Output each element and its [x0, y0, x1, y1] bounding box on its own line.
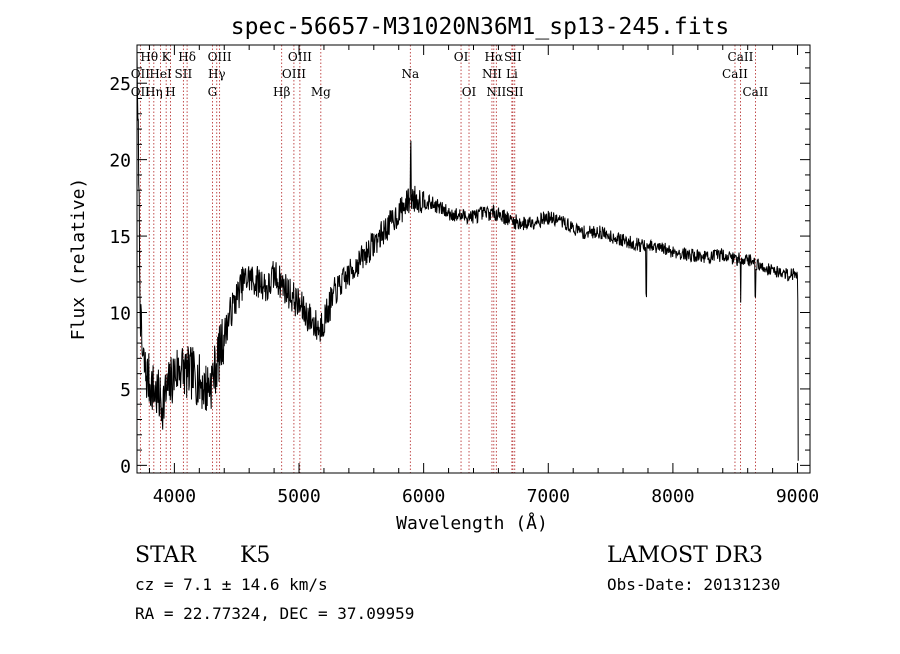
spectral-marker-label: NII [486, 85, 506, 99]
spectral-marker-label: Na [401, 67, 419, 81]
x-axis-ticks: 4000 5000 6000 7000 8000 9000 [148, 45, 819, 507]
spectral-marker-label: SII [504, 50, 522, 64]
coordinates: RA = 22.77324, DEC = 37.09959 [135, 604, 414, 623]
y-tick-label: 0 [120, 456, 131, 477]
spectral-marker-label: Hα [485, 50, 504, 64]
spectral-marker-label: Hδ [178, 50, 196, 64]
x-tick-label: 6000 [402, 486, 445, 507]
spectral-marker-label: OIII [282, 67, 306, 81]
spectral-marker-label: CaII [722, 67, 748, 81]
spectral-marker-label: G [208, 85, 218, 99]
spectral-marker-label: Hβ [273, 85, 290, 99]
spectral-marker-label: CaII [728, 50, 754, 64]
y-tick-label: 15 [109, 227, 131, 248]
redshift-readout: cz = 7.1 ± 14.6 km/s [135, 575, 328, 594]
spectral-marker-label: OIII [208, 50, 232, 64]
y-tick-label: 5 [120, 380, 131, 401]
object-class: STAR [135, 543, 197, 568]
spectral-marker-label: SII [506, 85, 524, 99]
spectral-marker-label: Li [506, 67, 518, 81]
x-tick-label: 8000 [651, 486, 694, 507]
spectral-marker-label: OI [462, 85, 477, 99]
y-tick-label: 20 [109, 151, 131, 172]
survey-label: LAMOST DR3 [607, 543, 763, 568]
spectral-marker-label: Hη [145, 85, 163, 99]
spectral-marker-label: SII [175, 67, 193, 81]
spectral-marker-label: OII [131, 67, 151, 81]
x-axis-label: Wavelength (Å) [396, 512, 548, 534]
chart-title: spec-56657-M31020N36M1_sp13-245.fits [231, 14, 730, 40]
spectral-marker-label: K [162, 50, 172, 64]
y-axis-ticks: 0 5 10 15 20 25 [109, 52, 810, 477]
spectral-marker-label: OII [131, 85, 151, 99]
x-tick-label: 5000 [277, 486, 320, 507]
x-tick-label: 7000 [527, 486, 570, 507]
spectrum-line [136, 51, 799, 461]
spectral-marker-label: CaII [742, 85, 768, 99]
spectral-marker-label: OIII [288, 50, 312, 64]
spectral-marker-lines [139, 45, 756, 473]
y-tick-label: 10 [109, 304, 131, 325]
spectral-marker-label: NII [482, 67, 502, 81]
spectral-marker-label: Hγ [208, 67, 226, 81]
object-subclass: K5 [240, 543, 270, 568]
spectral-marker-label: Hθ [140, 50, 158, 64]
y-axis-label: Flux (relative) [68, 178, 89, 341]
y-tick-label: 25 [109, 74, 131, 95]
spectral-marker-label: HeI [149, 67, 172, 81]
spectral-marker-label: Mg [311, 85, 331, 99]
obs-date: Obs-Date: 20131230 [607, 575, 780, 594]
x-tick-label: 9000 [776, 486, 819, 507]
spectral-marker-label: OI [454, 50, 469, 64]
spectral-marker-label: H [165, 85, 175, 99]
x-tick-label: 4000 [153, 486, 196, 507]
